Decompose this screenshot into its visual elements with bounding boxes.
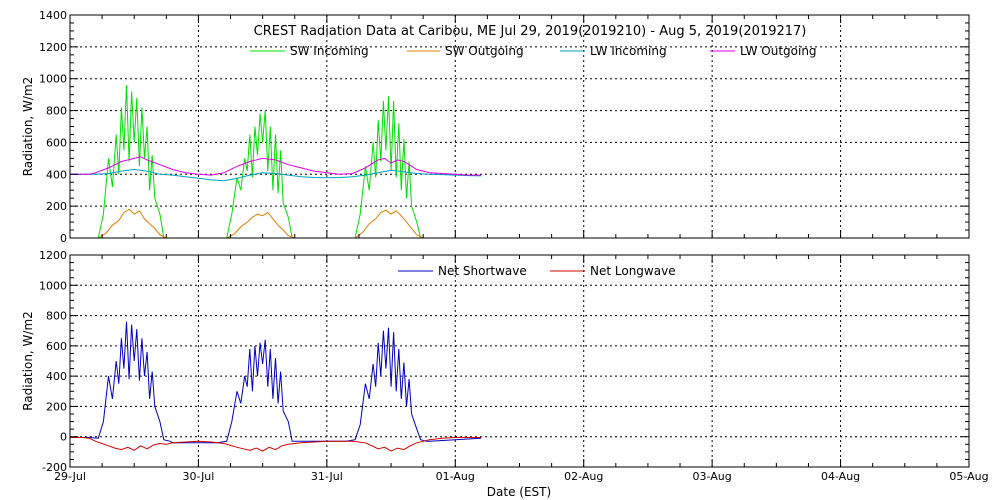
plot-frame bbox=[69, 254, 970, 468]
y-tick-label: 800 bbox=[46, 105, 67, 118]
legend-label: SW Incoming bbox=[290, 44, 369, 58]
y-axis-label: Radiation, W/m2 bbox=[21, 77, 35, 177]
x-tick-label: 05-Aug bbox=[949, 470, 988, 483]
series-line-net-longwave bbox=[70, 437, 481, 452]
y-tick-label: 600 bbox=[46, 340, 67, 353]
y-tick-label: 1400 bbox=[39, 9, 67, 22]
x-axis-label: Date (EST) bbox=[487, 485, 551, 499]
y-tick-label: 1200 bbox=[39, 249, 67, 262]
x-tick-label: 30-Jul bbox=[182, 470, 214, 483]
legend-label: Net Shortwave bbox=[438, 264, 527, 278]
y-tick-label: 0 bbox=[60, 431, 67, 444]
y-tick-label: 0 bbox=[60, 232, 67, 245]
y-tick-label: 400 bbox=[46, 168, 67, 181]
series-line-lw-outgoing bbox=[70, 156, 481, 176]
series-line-sw-incoming bbox=[85, 85, 481, 239]
legend-label: Net Longwave bbox=[590, 264, 676, 278]
y-tick-label: 1200 bbox=[39, 41, 67, 54]
y-tick-label: 400 bbox=[46, 370, 67, 383]
y-tick-label: 600 bbox=[46, 136, 67, 149]
legend-label: LW Incoming bbox=[590, 44, 667, 58]
x-tick-label: 29-Jul bbox=[54, 470, 86, 483]
y-tick-label: 1000 bbox=[39, 73, 67, 86]
x-tick-label: 04-Aug bbox=[821, 470, 860, 483]
legend-label: SW Outgoing bbox=[445, 44, 524, 58]
series-line-net-shortwave bbox=[70, 321, 482, 444]
y-tick-label: -200 bbox=[42, 461, 67, 474]
y-tick-label: 800 bbox=[46, 310, 67, 323]
x-tick-label: 02-Aug bbox=[564, 470, 603, 483]
y-tick-label: 200 bbox=[46, 400, 67, 413]
x-tick-label: 03-Aug bbox=[693, 470, 732, 483]
series-line-sw-outgoing bbox=[85, 208, 481, 239]
y-axis-label: Radiation, W/m2 bbox=[21, 311, 35, 411]
y-tick-label: 1000 bbox=[39, 279, 67, 292]
x-tick-label: 31-Jul bbox=[311, 470, 343, 483]
panel-2: -200 0 200 400 600 800 1000 1200 Radiation, W/m2… bbox=[21, 249, 970, 474]
legend-label: LW Outgoing bbox=[740, 44, 817, 58]
y-tick-label: 200 bbox=[46, 200, 67, 213]
figure-title: CREST Radiation Data at Caribou, ME Jul … bbox=[254, 24, 807, 39]
panel-1: 0 200 400 600 800 1000 1200 1400 Radiation, W/m2… bbox=[21, 9, 970, 245]
x-tick-label: 01-Aug bbox=[436, 470, 475, 483]
series-line-lw-incoming bbox=[70, 168, 482, 182]
